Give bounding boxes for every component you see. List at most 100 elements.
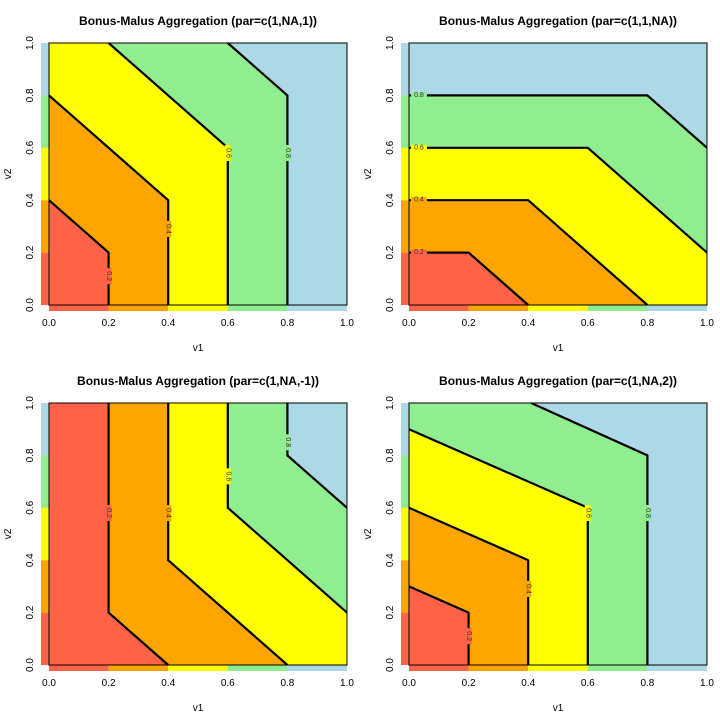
contour-label: 0.8 xyxy=(284,437,291,447)
left-margin-strip xyxy=(41,43,49,96)
contour-label: 0.4 xyxy=(414,197,424,204)
contour-line-0.4 xyxy=(167,403,289,666)
y-tick-label: 0.0 xyxy=(25,658,36,672)
left-margin-strip xyxy=(401,507,409,561)
y-tick-label: 1.0 xyxy=(385,396,396,410)
x-axis-label: v1 xyxy=(193,343,204,354)
contour-label-gap xyxy=(410,144,427,151)
plot-box xyxy=(48,402,348,666)
contour-label: 0.4 xyxy=(165,224,172,234)
contour-line-0.6 xyxy=(409,146,708,254)
y-tick-label: 0.4 xyxy=(25,553,36,567)
bottom-margin-strip xyxy=(647,665,707,671)
contour-label: 0.2 xyxy=(414,249,424,256)
bottom-margin-strip xyxy=(227,665,288,671)
contour-line-0.8 xyxy=(227,42,289,305)
y-tick-label: 0.4 xyxy=(25,193,36,207)
y-axis-label: v2 xyxy=(3,528,14,539)
bottom-margin-strip xyxy=(528,305,588,311)
contour-line-0.4 xyxy=(48,94,170,305)
x-tick-label: 1.0 xyxy=(700,678,714,689)
bottom-margin-strip xyxy=(409,665,469,671)
contour-label: 0.6 xyxy=(224,148,231,158)
bottom-margin-strip xyxy=(108,305,169,311)
y-tick-label: 0.4 xyxy=(385,193,396,207)
contour-label-gap xyxy=(224,468,231,485)
left-margin-strip xyxy=(401,252,409,305)
y-tick-label: 0.6 xyxy=(385,500,396,514)
left-margin-strip xyxy=(401,147,409,201)
panel-3: 0.2 0.4 0.6 0.8 0.0 0.2 0.4 0.6 0.8 1.0 0.0 0.2 0.4 0… xyxy=(3,374,354,714)
x-tick-label: 0.0 xyxy=(42,678,56,689)
bottom-margin-strip xyxy=(468,305,529,311)
panel-1: 0.2 0.4 0.6 0.8 0.0 0.2 0.4 0.6 0.8 1.0 0.0 0.2 0.4 0… xyxy=(3,14,354,354)
x-tick-label: 0.2 xyxy=(462,678,476,689)
bottom-margin-strip xyxy=(49,305,109,311)
y-tick-label: 0.2 xyxy=(25,605,36,619)
contour-label-gap xyxy=(584,505,591,522)
bottom-margin-strip xyxy=(587,665,648,671)
x-tick-label: 0.0 xyxy=(402,678,416,689)
contour-line-0.2 xyxy=(409,251,529,306)
x-tick-label: 0.6 xyxy=(221,678,235,689)
x-tick-label: 0.0 xyxy=(42,318,56,329)
y-tick-label: 0.8 xyxy=(25,88,36,102)
x-tick-label: 1.0 xyxy=(340,318,354,329)
panel-title: Bonus-Malus Aggregation (par=c(1,1,NA)) xyxy=(439,14,677,28)
x-tick-label: 0.6 xyxy=(581,318,595,329)
y-tick-label: 0.0 xyxy=(385,298,396,312)
x-tick-label: 0.2 xyxy=(462,318,476,329)
panel-2: 0.2 0.4 0.6 0.8 0.0 0.2 0.4 0.6 0.8 1.0 0.0 0.2 0.4 0… xyxy=(363,14,714,354)
contour-label-gap xyxy=(410,197,427,204)
contour-label-gap xyxy=(284,145,291,162)
contour-label-gap xyxy=(644,505,651,522)
contour-label-gap xyxy=(410,92,427,99)
left-margin-strip xyxy=(41,612,49,665)
contour-label-gap xyxy=(525,581,532,598)
contour-label-gap xyxy=(105,505,112,522)
left-margin-strip xyxy=(41,455,49,508)
contour-label: 0.6 xyxy=(224,471,231,481)
contour-label: 0.8 xyxy=(414,92,424,99)
contour-line-0.4 xyxy=(408,506,530,665)
y-tick-label: 0.4 xyxy=(385,553,396,567)
contour-line-0.2 xyxy=(408,585,470,665)
contour-label: 0.6 xyxy=(414,144,424,151)
panel-title: Bonus-Malus Aggregation (par=c(1,NA,1)) xyxy=(79,14,317,28)
y-tick-label: 1.0 xyxy=(25,396,36,410)
contour-line-0.4 xyxy=(409,199,649,306)
bottom-margin-strip xyxy=(49,665,109,671)
contour-label: 0.6 xyxy=(584,508,591,518)
x-tick-label: 0.4 xyxy=(521,318,535,329)
left-margin-strip xyxy=(41,252,49,305)
contour-label-gap xyxy=(465,628,472,645)
left-margin-strip xyxy=(41,147,49,201)
contour-label-gap xyxy=(165,221,172,238)
x-tick-label: 0.4 xyxy=(161,318,175,329)
x-tick-label: 0.2 xyxy=(102,678,116,689)
x-tick-label: 0.8 xyxy=(280,318,294,329)
y-tick-label: 0.0 xyxy=(385,658,396,672)
bottom-margin-strip xyxy=(287,665,347,671)
y-tick-label: 1.0 xyxy=(385,36,396,50)
x-axis-label: v1 xyxy=(193,703,204,714)
y-axis-label: v2 xyxy=(3,168,14,179)
contour-label-gap xyxy=(224,145,231,162)
contour-line-0.8 xyxy=(286,403,348,509)
x-tick-label: 1.0 xyxy=(700,318,714,329)
x-tick-label: 1.0 xyxy=(340,678,354,689)
fill-band xyxy=(409,252,529,305)
x-axis-label: v1 xyxy=(553,343,564,354)
bottom-margin-strip xyxy=(108,665,169,671)
y-tick-label: 0.6 xyxy=(25,140,36,154)
x-tick-label: 0.8 xyxy=(640,318,654,329)
x-tick-label: 0.4 xyxy=(521,678,535,689)
contour-label-gap xyxy=(410,249,427,256)
left-margin-strip xyxy=(401,612,409,665)
contour-label: 0.4 xyxy=(525,584,532,594)
left-margin-strip xyxy=(401,200,409,253)
contour-label-gap xyxy=(165,505,172,522)
bottom-margin-strip xyxy=(647,305,707,311)
contour-label: 0.2 xyxy=(105,508,112,518)
